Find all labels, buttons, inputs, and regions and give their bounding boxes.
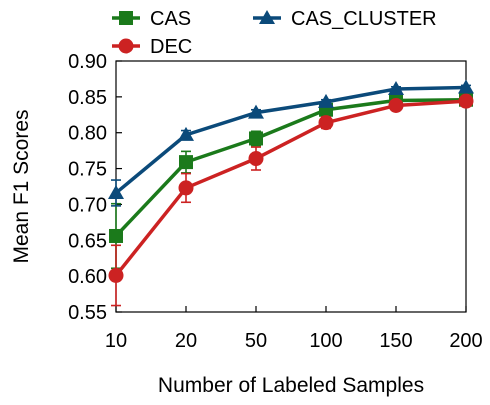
y-tick-label: 0.65 bbox=[68, 230, 107, 252]
data-point bbox=[109, 228, 123, 243]
data-point bbox=[179, 155, 193, 170]
x-axis: 10 20 50 100 150 200 bbox=[105, 306, 483, 352]
y-axis-title: Mean F1 Scores bbox=[10, 109, 33, 263]
x-tick-label: 150 bbox=[379, 330, 412, 352]
data-point bbox=[318, 115, 334, 131]
x-axis-title: Number of Labeled Samples bbox=[158, 374, 424, 397]
legend-marker bbox=[259, 10, 275, 24]
legend-item: CAS bbox=[112, 8, 191, 30]
data-point bbox=[108, 267, 124, 283]
series-cas-cluster bbox=[108, 79, 474, 207]
y-tick-label: 0.75 bbox=[68, 159, 107, 181]
y-tick-label: 0.55 bbox=[68, 302, 107, 324]
legend: CAS CAS_CLUSTER DEC bbox=[112, 8, 437, 58]
series-line bbox=[114, 85, 467, 195]
series-layer bbox=[108, 79, 474, 307]
x-tick-label: 50 bbox=[245, 330, 267, 352]
legend-marker bbox=[119, 11, 133, 25]
y-tick-label: 0.80 bbox=[68, 123, 107, 145]
legend-marker bbox=[118, 38, 134, 54]
y-tick-label: 0.70 bbox=[68, 194, 107, 216]
data-point bbox=[458, 93, 474, 109]
data-point bbox=[458, 79, 474, 94]
data-point bbox=[318, 93, 334, 108]
x-tick-label: 100 bbox=[309, 330, 342, 352]
x-tick-label: 20 bbox=[175, 330, 197, 352]
y-axis: 0.55 0.60 0.65 0.70 0.75 0.80 0.85 0.90 bbox=[68, 51, 122, 324]
x-tick-label: 10 bbox=[105, 330, 127, 352]
series-cas bbox=[109, 92, 473, 270]
legend-label: CAS_CLUSTER bbox=[291, 8, 437, 30]
data-point bbox=[178, 180, 194, 196]
data-point bbox=[248, 151, 264, 167]
legend-label: DEC bbox=[150, 36, 192, 58]
series-dec bbox=[108, 93, 474, 307]
data-point bbox=[248, 104, 264, 119]
y-tick-label: 0.90 bbox=[68, 51, 107, 73]
data-point bbox=[249, 131, 263, 146]
data-point bbox=[388, 97, 404, 113]
legend-item: DEC bbox=[112, 36, 192, 58]
legend-label: CAS bbox=[150, 8, 191, 30]
y-tick-label: 0.85 bbox=[68, 87, 107, 109]
legend-item: CAS_CLUSTER bbox=[253, 8, 437, 30]
series-line bbox=[114, 97, 467, 238]
data-point bbox=[178, 126, 194, 141]
data-point bbox=[388, 80, 404, 95]
x-tick-label: 200 bbox=[449, 330, 482, 352]
data-point bbox=[108, 184, 124, 199]
series-line bbox=[114, 99, 467, 277]
y-tick-label: 0.60 bbox=[68, 266, 107, 288]
